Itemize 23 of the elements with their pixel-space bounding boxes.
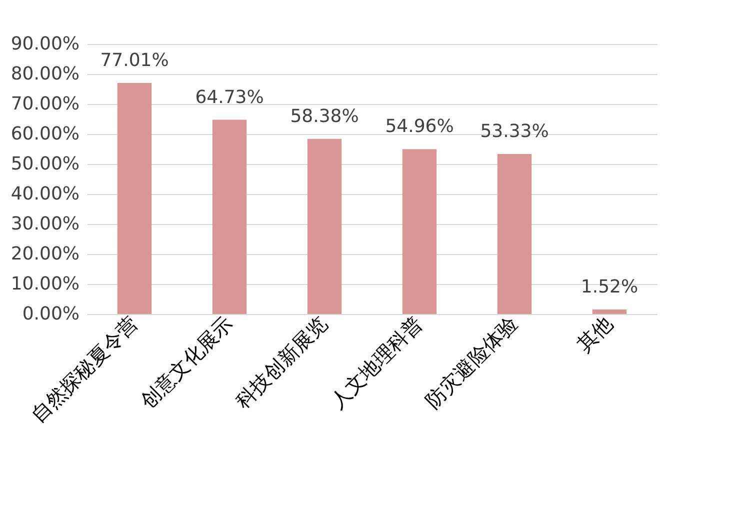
data-label: 58.38% [290, 106, 359, 127]
data-label: 1.52% [580, 276, 638, 298]
y-tick-label: 20.00% [10, 244, 80, 264]
data-label: 64.73% [195, 86, 264, 108]
data-label: 77.01% [100, 50, 169, 71]
data-label: 53.33% [480, 121, 549, 142]
y-tick-label: 0.00% [22, 304, 80, 324]
bar [402, 149, 437, 314]
y-tick-label: 90.00% [10, 34, 80, 54]
bar [117, 82, 152, 314]
y-tick-label: 10.00% [10, 274, 80, 294]
bar [212, 120, 247, 314]
bar [497, 154, 532, 314]
y-tick-label: 70.00% [10, 94, 80, 114]
bar [307, 138, 342, 314]
y-tick-label: 50.00% [10, 154, 80, 174]
y-tick-label: 40.00% [10, 184, 80, 204]
bar [592, 309, 627, 314]
x-tick-label: 其他 [572, 311, 618, 357]
y-tick-label: 80.00% [10, 64, 80, 84]
y-tick-label: 60.00% [10, 124, 80, 144]
data-label: 54.96% [385, 116, 454, 138]
y-tick-label: 30.00% [10, 214, 80, 234]
